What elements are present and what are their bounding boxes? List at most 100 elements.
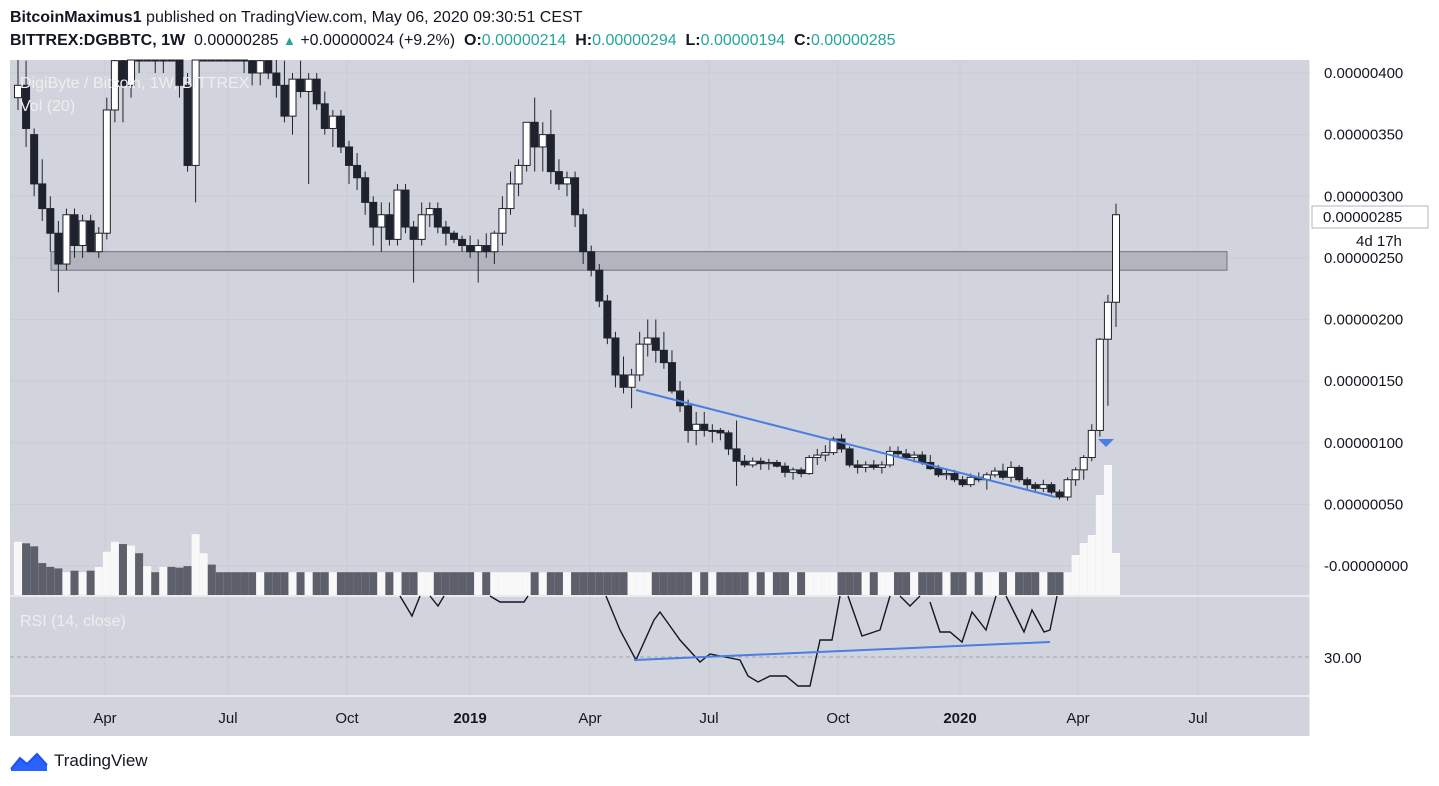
candle-body	[829, 438, 838, 454]
candle-body	[345, 146, 354, 166]
candle-body	[950, 473, 959, 481]
price-tick-label: -0.00000000	[1324, 558, 1408, 575]
countdown-box	[1350, 230, 1418, 252]
tradingview-logo-icon[interactable]	[10, 750, 48, 772]
price-tick-label: 0.00000350	[1324, 127, 1403, 144]
time-tick-label: Apr	[93, 710, 116, 727]
candle-body	[942, 473, 951, 476]
candle-body	[312, 78, 321, 105]
candle-body	[1055, 491, 1064, 498]
volume-bar	[1063, 572, 1072, 595]
volume-bar	[869, 572, 878, 595]
volume-bar	[587, 572, 596, 595]
volume-bar	[288, 572, 297, 595]
open-value: 0.00000214	[481, 32, 567, 49]
high-value: 0.00000294	[592, 32, 677, 49]
volume-bar	[1079, 543, 1088, 595]
volume-bar	[353, 572, 362, 595]
volume-bar	[1007, 572, 1016, 595]
volume-bar	[466, 572, 475, 595]
volume-bar	[62, 572, 71, 595]
volume-bar	[135, 553, 144, 595]
volume-bar	[14, 541, 22, 595]
candle-body	[1079, 457, 1088, 471]
publish-line: BitcoinMaximus1 published on TradingView…	[10, 6, 1430, 29]
candle-body	[506, 183, 515, 210]
volume-bar	[256, 572, 265, 595]
volume-bar	[280, 572, 289, 595]
candle-body	[425, 208, 434, 216]
brand-name[interactable]: TradingView	[54, 751, 148, 770]
volume-bar	[102, 551, 111, 595]
candle-body	[54, 232, 63, 265]
candle-body	[167, 59, 176, 62]
volume-bar	[458, 572, 467, 595]
candle-body	[894, 450, 903, 455]
candle-body	[877, 464, 886, 468]
price-tick-label: 0.00000200	[1324, 312, 1403, 329]
volume-bar	[441, 572, 450, 595]
volume-bar	[86, 570, 95, 595]
volume-bar	[312, 572, 321, 595]
volume-bar	[151, 572, 160, 595]
candle-body	[732, 448, 741, 462]
candle-body	[191, 59, 200, 166]
candle-body	[885, 450, 894, 466]
candle-body	[280, 84, 289, 117]
candle-body	[377, 214, 386, 228]
candle-body	[522, 121, 531, 166]
last-price: 0.00000285	[194, 32, 279, 49]
volume-bar	[934, 572, 943, 595]
author-name[interactable]: BitcoinMaximus1	[10, 9, 142, 26]
candle-body	[102, 109, 111, 234]
time-tick-label: Jul	[218, 710, 237, 727]
volume-bar	[748, 572, 757, 595]
rsi-level-label: 30.00	[1324, 650, 1362, 667]
candle-body	[603, 300, 612, 339]
volume-bar	[474, 572, 483, 595]
candle-body	[692, 423, 701, 431]
publish-info: published on TradingView.com, May 06, 20…	[146, 9, 583, 26]
low-value: 0.00000194	[700, 32, 786, 49]
candle-body	[94, 232, 103, 253]
volume-bar	[732, 572, 741, 595]
candle-body	[667, 362, 676, 392]
volume-bar	[877, 572, 886, 595]
candle-body	[918, 454, 927, 463]
candle-body	[1007, 466, 1016, 478]
candle-body	[433, 208, 442, 228]
last-price-label: 0.00000285	[1323, 209, 1402, 226]
candle-body	[700, 423, 709, 431]
volume-bar	[231, 572, 240, 595]
volume-bar	[78, 572, 87, 595]
volume-bar	[684, 572, 693, 595]
price-trendline[interactable]	[635, 389, 1056, 498]
volume-bar	[974, 572, 983, 595]
rsi-trendline[interactable]	[633, 641, 1051, 661]
volume-bar	[1047, 572, 1056, 595]
candle-body	[248, 60, 257, 74]
time-axis[interactable]: Apr Jul Oct 2019 Apr Jul Oct 2020 Apr Jul	[93, 710, 1207, 727]
volume-bar	[1055, 572, 1064, 595]
candle-body	[627, 374, 636, 388]
chart-background	[10, 60, 1310, 736]
pane-title: DigiByte / Bitcoin, 1W, BITTREX	[20, 75, 250, 92]
volume-bar	[756, 572, 765, 595]
volume-bar	[167, 566, 176, 595]
candle-body	[861, 464, 870, 468]
candle-body	[385, 214, 394, 240]
volume-bar	[595, 572, 604, 595]
candle-body	[651, 337, 660, 351]
volume-bar	[336, 572, 345, 595]
volume-bar	[183, 566, 192, 595]
candle-body	[708, 429, 717, 432]
candle-body	[797, 469, 806, 475]
candle-body	[554, 171, 563, 185]
time-tick-label: 2019	[453, 710, 486, 727]
volume-bar	[894, 572, 903, 595]
candle-body	[490, 232, 499, 253]
volume-bar	[700, 572, 709, 595]
price-axis[interactable]: 0.00000400 0.00000350 0.00000300 0.00000250…	[1324, 65, 1408, 575]
volume-bar	[563, 572, 571, 595]
